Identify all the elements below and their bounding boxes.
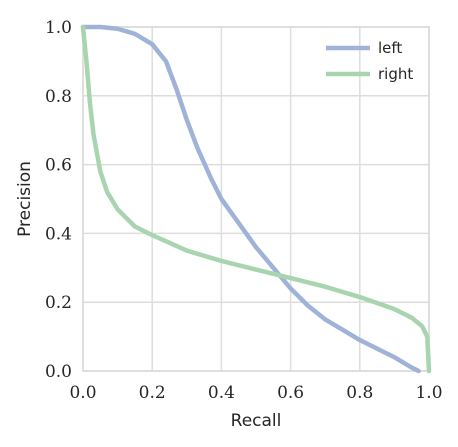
- y-tick-label: 0.2: [45, 293, 72, 313]
- x-tick-label: 0.2: [139, 383, 166, 403]
- plot-frame: [82, 26, 430, 372]
- x-tick-label: 1.0: [415, 383, 442, 403]
- y-axis-label: Precision: [15, 161, 35, 237]
- series-line-right: [80, 24, 432, 374]
- y-tick-label: 0.8: [45, 87, 72, 107]
- y-tick-label: 0.4: [45, 224, 72, 244]
- x-tick-label: 0.6: [277, 383, 304, 403]
- x-tick-label: 0.4: [208, 383, 235, 403]
- x-tick-label: 0.0: [69, 383, 96, 403]
- legend-label-right: right: [378, 65, 413, 83]
- y-tick-label: 1.0: [45, 18, 72, 38]
- series-line-left: [80, 24, 421, 374]
- x-tick-label: 0.8: [346, 383, 373, 403]
- legend-label-left: left: [378, 39, 402, 57]
- y-tick-label: 0.0: [45, 362, 72, 382]
- legend: left right: [326, 39, 413, 83]
- y-tick-label: 0.6: [45, 156, 72, 176]
- x-axis-label: Recall: [231, 411, 282, 431]
